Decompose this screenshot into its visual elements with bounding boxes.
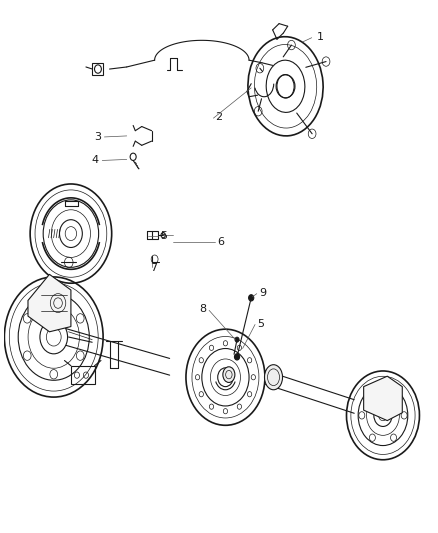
- Polygon shape: [28, 274, 71, 332]
- Ellipse shape: [223, 367, 235, 383]
- Circle shape: [249, 295, 254, 301]
- Text: 3: 3: [95, 132, 102, 142]
- Circle shape: [234, 354, 240, 360]
- Polygon shape: [364, 376, 402, 421]
- Text: 8: 8: [199, 304, 206, 314]
- Text: 5: 5: [257, 319, 264, 329]
- Ellipse shape: [265, 365, 283, 390]
- Text: 4: 4: [92, 156, 99, 165]
- Text: 6: 6: [217, 237, 224, 247]
- Text: 9: 9: [259, 288, 266, 297]
- Text: 2: 2: [215, 111, 223, 122]
- Text: 7: 7: [150, 263, 157, 273]
- Text: 1: 1: [316, 31, 323, 42]
- Circle shape: [235, 337, 239, 342]
- Text: 5: 5: [161, 231, 168, 241]
